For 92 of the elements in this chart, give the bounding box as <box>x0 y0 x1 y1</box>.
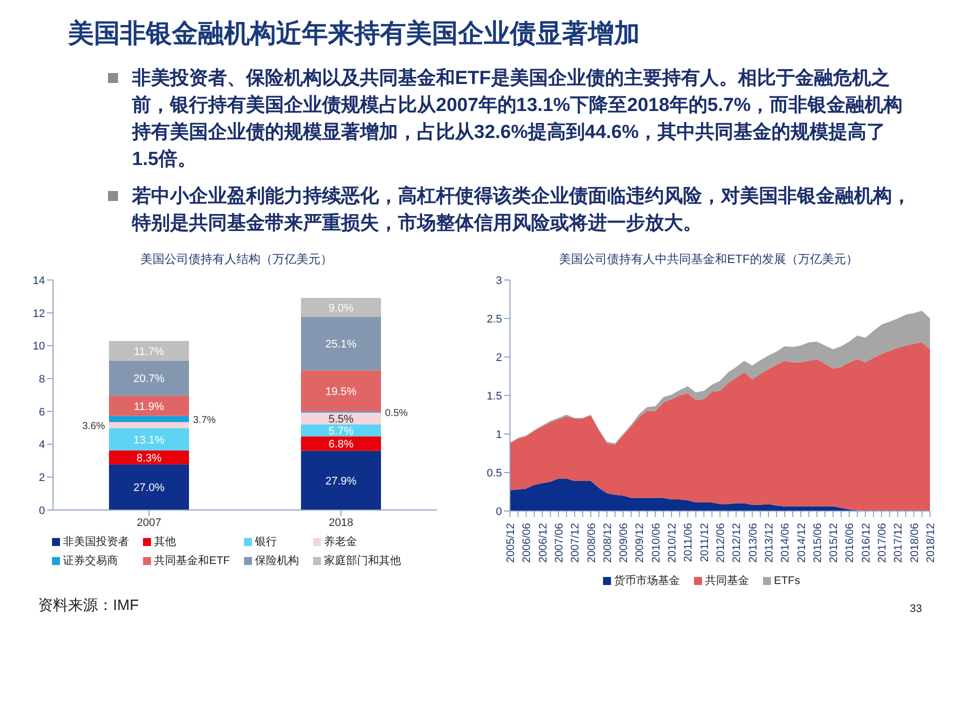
x-tick-label: 2009/12 <box>634 523 646 563</box>
bar <box>108 416 188 422</box>
y-tick-label: 10 <box>32 340 44 353</box>
legend-label: 保险机构 <box>254 554 299 568</box>
bar <box>108 360 188 396</box>
legend-label: 证券交易商 <box>63 554 118 568</box>
x-tick-label: 2017/12 <box>892 523 904 563</box>
x-tick-label: 2018/06 <box>908 523 920 563</box>
annotation: 27.9% <box>324 475 356 488</box>
annotation: 27.0% <box>132 482 164 494</box>
x-tick-label: 2005/12 <box>504 523 516 563</box>
x-tick-label: 2010/06 <box>650 523 662 563</box>
x-tick-label: 2013/06 <box>746 523 759 563</box>
legend-label: 银行 <box>254 535 277 549</box>
annotation: 11.9% <box>133 400 164 413</box>
x-tick-label: 2007/06 <box>552 523 565 563</box>
x-tick-label: 2014/06 <box>779 523 792 563</box>
x-tick-label: 2016/12 <box>860 523 872 563</box>
x-tick-label: 2008/06 <box>585 523 598 563</box>
y-tick-label: 4 <box>38 439 44 452</box>
y-tick-label: 6 <box>38 406 44 418</box>
x-tick-label: 2012/12 <box>730 523 743 563</box>
text: 非美投资者、保险机构以及共同基金和ETF是美国企业债的主要持有人。相比于金融危机之前，银行持有美国企业债规模占比从2007年的13.1%下降至2018年的5.7%，而非银金融机构持有美国企业债的规模显著增加，占比从32.6%提高到44.6%，其中共同基金的规模提高了1.5倍。 <box>132 66 904 172</box>
y-tick-label: 0.5 <box>486 467 502 480</box>
annotation: 19.5% <box>324 386 356 398</box>
annotation: 9.0% <box>328 302 354 314</box>
x-tick-label: 2007 <box>136 516 161 529</box>
annotation: 3.7% <box>192 414 216 426</box>
x-tick-label: 2017/06 <box>876 523 888 563</box>
legend-label: 其他 <box>154 535 176 549</box>
text: 若中小企业盈利能力持续恶化，高杠杆使得该类企业债面临违约风险，对美国非银金融机构，特别是共同基金带来严重损失，市场整体信用风险或将进一步放大。 <box>132 184 912 236</box>
bar <box>300 316 380 370</box>
x-tick-label: 2009/06 <box>618 523 630 563</box>
bar <box>108 422 188 428</box>
bar <box>108 464 188 510</box>
chart-title: 美国公司债持有人中共同基金和ETF的发展（万亿美元） <box>558 251 859 268</box>
y-tick-label: 3 <box>495 274 502 287</box>
bar <box>300 436 380 451</box>
chart-title: 美国公司债持有人结构（万亿美元） <box>140 251 334 268</box>
y-tick-label: 2.5 <box>486 313 502 326</box>
text: 资料来源：IMF <box>38 596 139 615</box>
x-tick-label: 2012/06 <box>714 523 726 563</box>
bar <box>108 428 188 450</box>
x-tick-label: 2013/12 <box>762 523 775 563</box>
y-tick-label: 1.5 <box>486 390 502 402</box>
legend-label: 非美国投资者 <box>63 534 130 549</box>
annotation: 5.7% <box>328 425 354 438</box>
bar <box>108 340 188 361</box>
annotation: 11.7% <box>133 346 164 358</box>
legend-label: 共同基金 <box>704 574 749 588</box>
bar <box>108 396 188 416</box>
y-tick-label: 2 <box>38 472 44 484</box>
bar <box>300 298 380 317</box>
annotation: 20.7% <box>132 373 164 386</box>
x-tick-label: 2008/12 <box>601 523 614 563</box>
x-tick-label: 2018/12 <box>924 523 936 563</box>
y-tick-label: 14 <box>32 274 44 287</box>
x-tick-label: 2011/12 <box>698 523 710 562</box>
annotation: 3.6% <box>82 421 105 432</box>
bar <box>300 370 380 412</box>
x-tick-label: 2006/12 <box>536 523 549 563</box>
x-tick-label: 2016/06 <box>844 523 856 563</box>
bar <box>300 450 380 510</box>
y-tick-label: 1 <box>495 428 502 441</box>
legend-label: 养老金 <box>324 534 357 549</box>
x-tick-label: 2010/12 <box>666 523 678 563</box>
y-tick-label: 2 <box>495 352 502 364</box>
bar <box>108 450 188 464</box>
y-tick-label: 12 <box>32 308 44 320</box>
annotation: 8.3% <box>136 452 162 464</box>
legend-label: 货币市场基金 <box>614 574 680 588</box>
legend-label: 家庭部门和其他 <box>324 554 401 568</box>
annotation: 5.5% <box>328 413 354 426</box>
y-tick-label: 0 <box>38 504 44 517</box>
legend-label: 共同基金和ETF <box>154 554 230 568</box>
x-tick-label: 2018 <box>328 516 353 529</box>
x-tick-label: 2015/12 <box>828 523 840 563</box>
legend-label: ETFs <box>774 574 800 586</box>
x-tick-label: 2011/06 <box>682 523 694 562</box>
y-tick-label: 8 <box>38 373 44 386</box>
text: 美国非银金融机构近年来持有美国企业债显著增加 <box>66 17 641 50</box>
annotation: 13.1% <box>132 434 164 446</box>
annotation: 25.1% <box>324 338 356 351</box>
annotation: 0.5% <box>384 408 408 420</box>
text: 33 <box>910 603 922 615</box>
x-tick-label: 2014/12 <box>795 523 808 563</box>
bar <box>300 424 380 436</box>
y-tick-label: 0 <box>495 506 502 518</box>
x-tick-label: 2007/12 <box>569 523 582 563</box>
x-tick-label: 2006/06 <box>520 523 533 563</box>
annotation: 6.8% <box>328 438 354 451</box>
x-tick-label: 2015/06 <box>811 523 824 563</box>
